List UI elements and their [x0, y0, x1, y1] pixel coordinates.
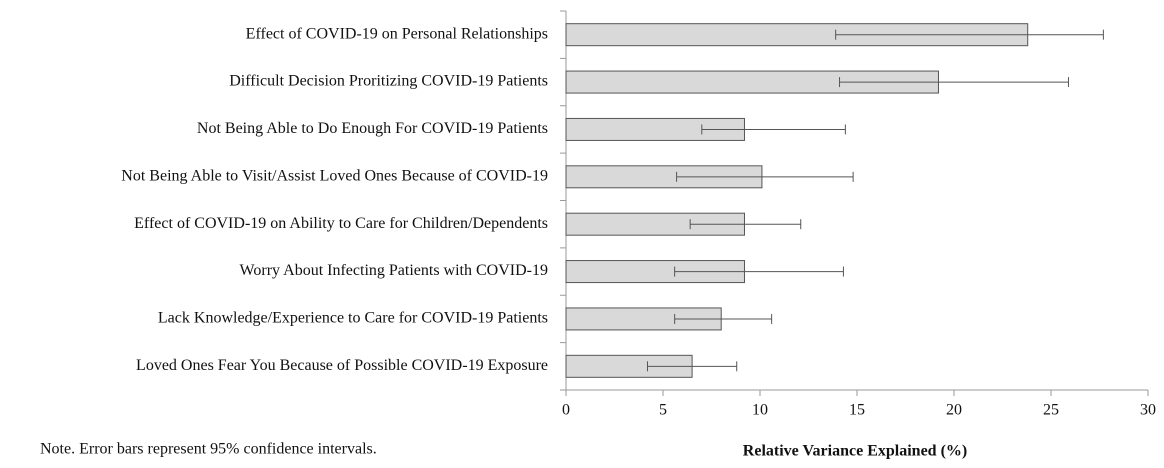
y-tick-label: Not Being Able to Do Enough For COVID-19…: [197, 120, 548, 137]
x-tick-label: 10: [752, 402, 768, 419]
y-tick-label: Difficult Decision Proritizing COVID-19 …: [229, 73, 548, 90]
x-tick-label: 0: [562, 402, 570, 419]
x-tick-label: 20: [946, 402, 962, 419]
x-axis-title: Relative Variance Explained (%): [743, 443, 967, 460]
y-tick-label: Lack Knowledge/Experience to Care for CO…: [158, 310, 548, 327]
y-tick-label: Worry About Infecting Patients with COVI…: [240, 262, 548, 279]
x-tick-label: 30: [1140, 402, 1156, 419]
x-tick-label: 25: [1043, 402, 1059, 419]
y-tick-label: Effect of COVID-19 on Personal Relations…: [246, 25, 548, 42]
y-tick-label: Loved Ones Fear You Because of Possible …: [136, 357, 548, 374]
y-tick-label: Effect of COVID-19 on Ability to Care fo…: [134, 215, 548, 232]
y-tick-label: Not Being Able to Visit/Assist Loved One…: [121, 167, 548, 184]
x-tick-label: 15: [849, 402, 865, 419]
x-tick-label: 5: [659, 402, 667, 419]
note: Note. Error bars represent 95% confidenc…: [40, 441, 377, 458]
